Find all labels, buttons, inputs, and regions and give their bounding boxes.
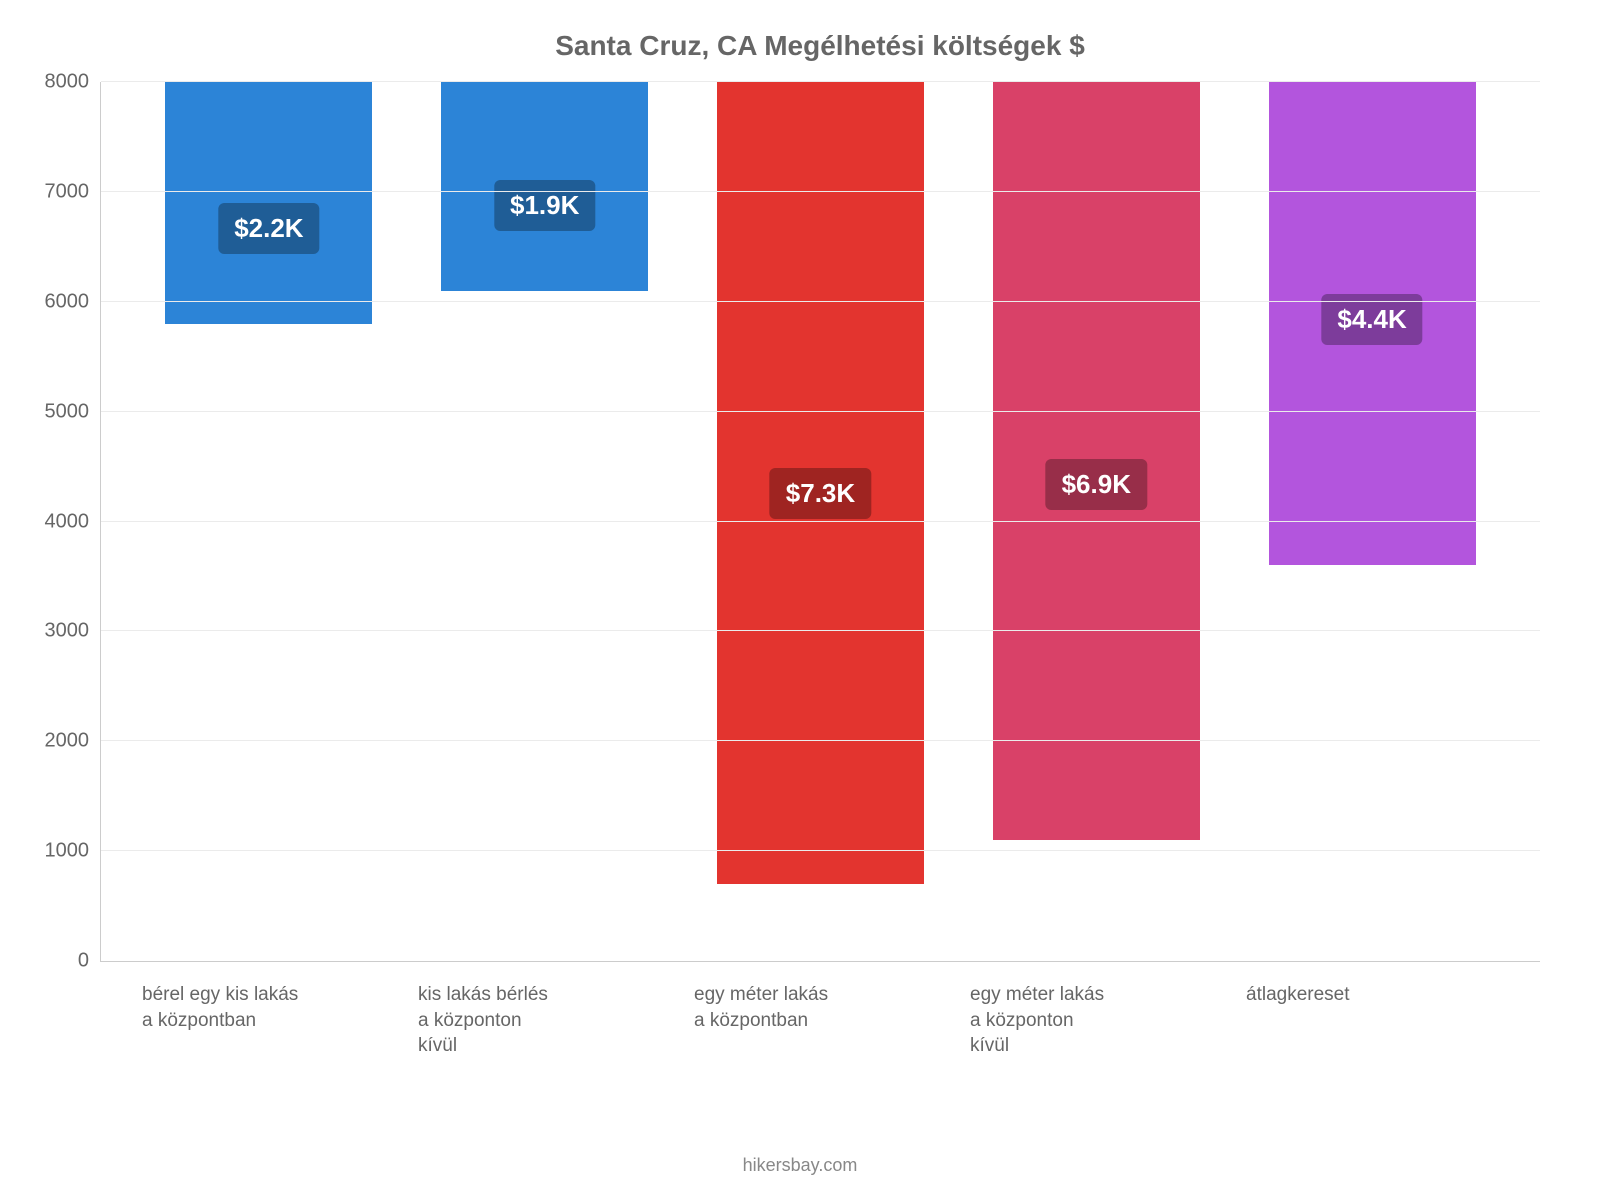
gridline	[101, 81, 1540, 82]
gridline	[101, 630, 1540, 631]
x-tick-label: egy méter lakása központonkívül	[958, 982, 1234, 1059]
gridline	[101, 850, 1540, 851]
gridline	[101, 411, 1540, 412]
y-tick-label: 1000	[45, 840, 102, 863]
y-tick-label: 5000	[45, 400, 102, 423]
chart-title: Santa Cruz, CA Megélhetési költségek $	[100, 30, 1540, 62]
value-badge: $7.3K	[770, 468, 871, 519]
y-tick-label: 8000	[45, 71, 102, 94]
gridline	[101, 301, 1540, 302]
bar: $1.9K	[441, 82, 648, 291]
value-badge: $4.4K	[1321, 294, 1422, 345]
bar-slot: $2.2K	[131, 82, 407, 961]
bar: $7.3K	[717, 82, 924, 884]
bar: $6.9K	[993, 82, 1200, 840]
gridline	[101, 740, 1540, 741]
x-tick-label: kis lakás bérlésa központonkívül	[406, 982, 682, 1059]
value-badge: $1.9K	[494, 180, 595, 231]
bar: $4.4K	[1269, 82, 1476, 565]
gridline	[101, 521, 1540, 522]
chart-container: Santa Cruz, CA Megélhetési költségek $ $…	[0, 0, 1600, 1200]
plot-area: $2.2K$1.9K$7.3K$6.9K$4.4K 01000200030004…	[100, 82, 1540, 962]
bars-group: $2.2K $1.9K $7.3K $6.9K $4.4K	[101, 82, 1540, 961]
bar-slot: $7.3K	[683, 82, 959, 961]
value-badge: $2.2K	[218, 203, 319, 254]
value-badge: $6.9K	[1046, 459, 1147, 510]
y-tick-label: 2000	[45, 730, 102, 753]
bar-slot: $6.9K	[958, 82, 1234, 961]
attribution-text: hikersbay.com	[0, 1155, 1600, 1176]
y-tick-label: 3000	[45, 620, 102, 643]
y-tick-label: 7000	[45, 180, 102, 203]
x-axis-labels: bérel egy kis lakása központbankis lakás…	[100, 962, 1540, 1059]
y-tick-label: 4000	[45, 510, 102, 533]
bar-slot: $1.9K	[407, 82, 683, 961]
y-tick-label: 0	[78, 950, 101, 973]
y-tick-label: 6000	[45, 290, 102, 313]
x-tick-label: bérel egy kis lakása központban	[130, 982, 406, 1059]
x-tick-label: egy méter lakása központban	[682, 982, 958, 1059]
bar-slot: $4.4K	[1234, 82, 1510, 961]
gridline	[101, 191, 1540, 192]
x-tick-label: átlagkereset	[1234, 982, 1510, 1059]
bar: $2.2K	[165, 82, 372, 324]
